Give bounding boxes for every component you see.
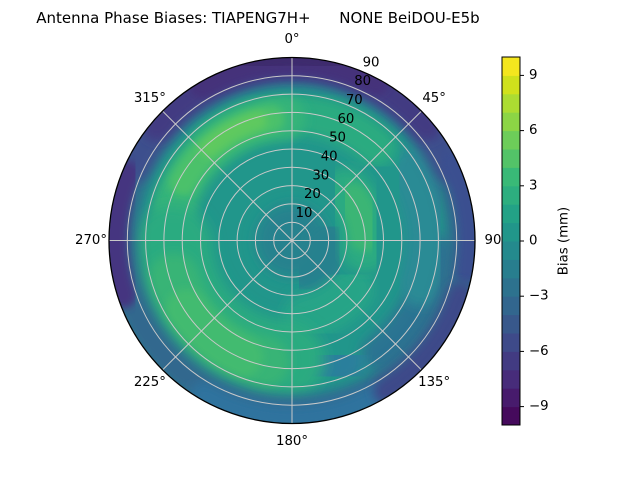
r-tick-label: 50 bbox=[329, 131, 346, 146]
colorbar-tick-label: 3 bbox=[529, 178, 537, 193]
colorbar-segment bbox=[502, 75, 520, 95]
colorbar-tick-label: −9 bbox=[529, 399, 549, 414]
r-tick-label: 20 bbox=[304, 187, 321, 202]
polar-boundary bbox=[108, 56, 476, 425]
contour-region bbox=[373, 282, 474, 404]
colorbar-segment bbox=[502, 112, 520, 132]
colorbar-segment bbox=[502, 277, 520, 297]
contour-region bbox=[199, 111, 267, 158]
contour-region bbox=[440, 150, 475, 284]
colorbar-axis-label: Bias (mm) bbox=[557, 207, 572, 275]
colorbar-segment bbox=[502, 149, 520, 168]
colorbar-tick-label: −6 bbox=[529, 344, 549, 359]
colorbar-tick-label: −3 bbox=[529, 289, 549, 304]
grid-spoke bbox=[291, 110, 422, 241]
polar-grid bbox=[109, 57, 475, 424]
colorbar-segment bbox=[502, 222, 520, 242]
colorbar-segment bbox=[502, 57, 520, 76]
colorbar-segment bbox=[502, 185, 520, 205]
grid-spoke bbox=[162, 240, 293, 371]
contour-region bbox=[387, 148, 453, 307]
r-tick-label: 80 bbox=[354, 74, 371, 89]
colorbar-segment bbox=[502, 204, 520, 224]
r-tick-labels: 10 20 30 40 50 60 70 80 90 bbox=[296, 55, 380, 221]
colorbar: 9 6 3 0 −3 −6 −9 Bias (mm) bbox=[501, 56, 572, 426]
r-tick-label: 10 bbox=[296, 206, 313, 221]
contour-region bbox=[282, 267, 375, 340]
colorbar-segment bbox=[502, 369, 520, 389]
r-tick-label: 60 bbox=[337, 112, 354, 127]
contour-region bbox=[165, 289, 263, 377]
theta-tick-label: 0° bbox=[284, 32, 299, 47]
grid-spoke bbox=[291, 240, 422, 371]
theta-tick-label: 135° bbox=[418, 375, 450, 390]
r-tick-label: 70 bbox=[346, 93, 363, 108]
colorbar-tick-label: 9 bbox=[529, 68, 537, 83]
colorbar-segment bbox=[502, 333, 520, 352]
contour-region bbox=[109, 161, 141, 309]
theta-tick-label: 225° bbox=[134, 375, 166, 390]
theta-tick-label: 90 bbox=[485, 233, 502, 248]
colorbar-segment bbox=[502, 93, 520, 113]
colorbar-segment bbox=[502, 351, 520, 371]
theta-tick-label: 45° bbox=[422, 91, 446, 106]
theta-tick-label: 270° bbox=[75, 233, 107, 248]
colorbar-segment bbox=[502, 296, 520, 316]
colorbar-segment bbox=[502, 167, 520, 187]
colorbar-segment bbox=[502, 388, 520, 408]
colorbar-segment bbox=[502, 406, 520, 426]
theta-tick-label: 180° bbox=[276, 434, 308, 449]
theta-tick-labels: 0° 45° 90 135° 180° 225° 270° 315° bbox=[75, 32, 501, 449]
colorbar-segment bbox=[502, 241, 520, 260]
colorbar-segment bbox=[502, 314, 520, 334]
contour-region bbox=[336, 183, 382, 252]
theta-tick-label: 315° bbox=[134, 91, 166, 106]
grid-spoke bbox=[162, 110, 293, 241]
figure-title: Antenna Phase Biases: TIAPENG7H+ NONE Be… bbox=[36, 9, 480, 27]
colorbar-tick-label: 0 bbox=[529, 234, 537, 249]
r-tick-label: 40 bbox=[321, 150, 338, 165]
colorbar-segment bbox=[502, 130, 520, 150]
r-tick-label: 30 bbox=[312, 168, 329, 183]
colorbar-segment bbox=[502, 259, 520, 279]
colorbar-tick-label: 6 bbox=[529, 123, 537, 138]
r-tick-label: 90 bbox=[363, 55, 380, 70]
